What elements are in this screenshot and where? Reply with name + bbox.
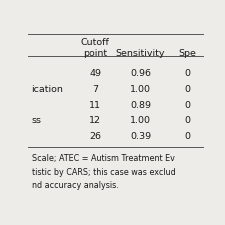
Text: ication: ication <box>32 85 63 94</box>
Text: 11: 11 <box>89 101 101 110</box>
Text: point: point <box>83 49 107 58</box>
Text: nd accuracy analysis.: nd accuracy analysis. <box>32 181 118 190</box>
Text: Spe: Spe <box>179 49 197 58</box>
Text: 7: 7 <box>92 85 98 94</box>
Text: 0: 0 <box>185 116 191 125</box>
Text: 26: 26 <box>89 132 101 141</box>
Text: 1.00: 1.00 <box>130 116 151 125</box>
Text: Cutoff: Cutoff <box>81 38 110 47</box>
Text: 0: 0 <box>185 101 191 110</box>
Text: 0: 0 <box>185 70 191 79</box>
Text: tistic by CARS; this case was exclud: tistic by CARS; this case was exclud <box>32 168 175 177</box>
Text: 0: 0 <box>185 85 191 94</box>
Text: 49: 49 <box>89 70 101 79</box>
Text: Scale; ATEC = Autism Treatment Ev: Scale; ATEC = Autism Treatment Ev <box>32 154 175 163</box>
Text: 0.96: 0.96 <box>130 70 151 79</box>
Text: 0.89: 0.89 <box>130 101 151 110</box>
Text: 0.39: 0.39 <box>130 132 151 141</box>
Text: 1.00: 1.00 <box>130 85 151 94</box>
Text: 12: 12 <box>89 116 101 125</box>
Text: ss: ss <box>32 116 42 125</box>
Text: 0: 0 <box>185 132 191 141</box>
Text: Sensitivity: Sensitivity <box>116 49 165 58</box>
